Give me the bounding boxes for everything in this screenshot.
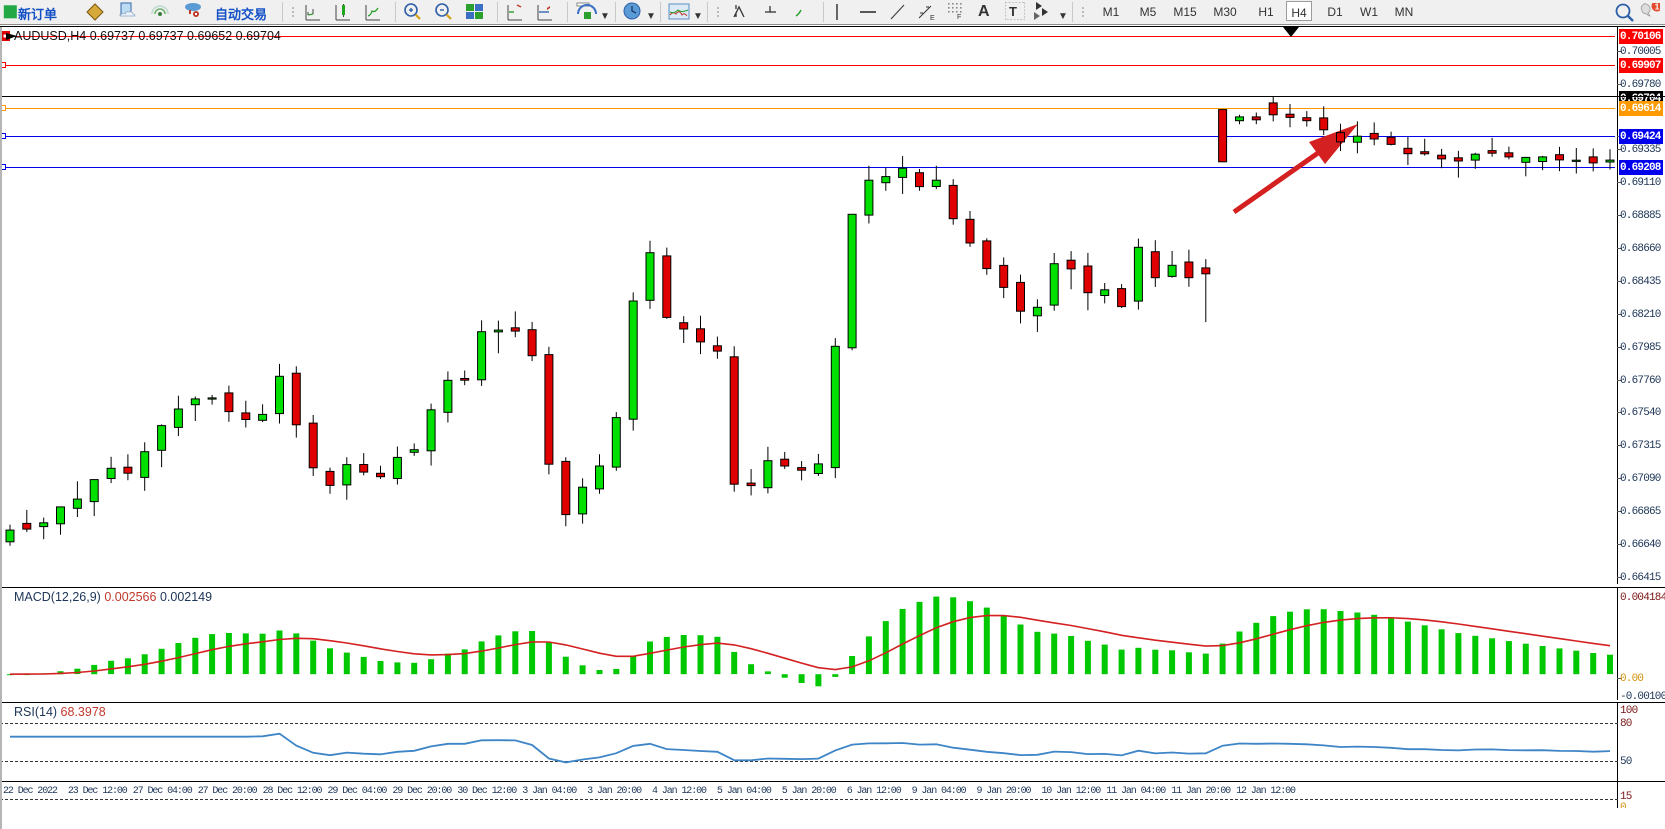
svg-text:T: T <box>1009 4 1017 19</box>
svg-text:F: F <box>957 14 961 19</box>
svg-text:E: E <box>930 15 935 21</box>
svg-text:1: 1 <box>1655 3 1660 12</box>
